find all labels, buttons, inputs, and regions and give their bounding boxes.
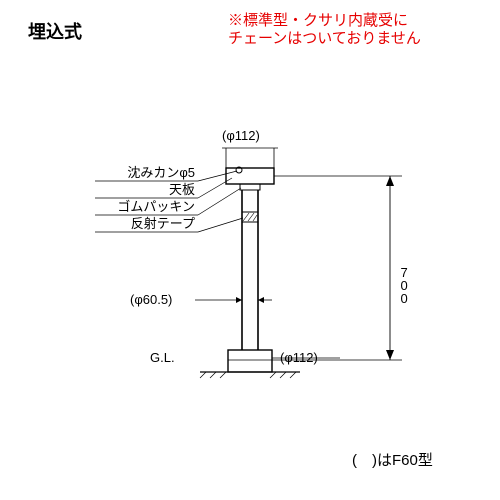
diagram-canvas: 埋込式 ※標準型・クサリ内蔵受に チェーンはついておりません (φ112) 沈み… (0, 0, 500, 500)
linework (0, 0, 500, 500)
